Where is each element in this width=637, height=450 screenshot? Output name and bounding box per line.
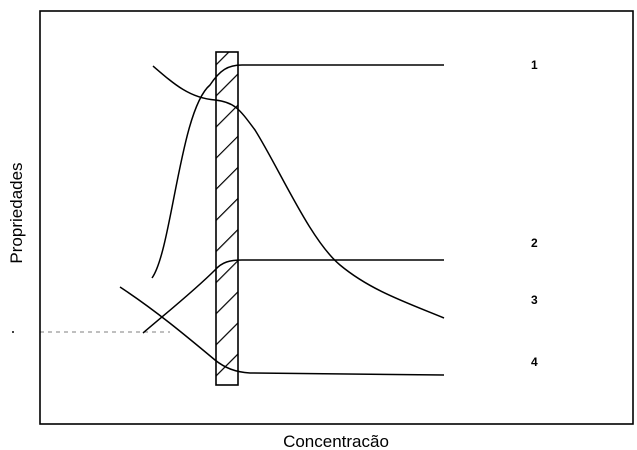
y-axis-label: Propriedades <box>7 162 26 263</box>
x-axis-label: Concentracão <box>283 432 389 450</box>
series-label-4: 4 <box>531 355 538 369</box>
series-line-4 <box>119 286 445 376</box>
series-line-2 <box>142 259 444 334</box>
hatched-band <box>215 51 239 386</box>
series-line-3 <box>152 65 445 319</box>
series-label-2: 2 <box>531 236 538 250</box>
series-label-3: 3 <box>531 293 538 307</box>
plot-frame <box>39 10 634 425</box>
series-line-1 <box>151 64 444 279</box>
series-label-1: 1 <box>531 58 538 72</box>
